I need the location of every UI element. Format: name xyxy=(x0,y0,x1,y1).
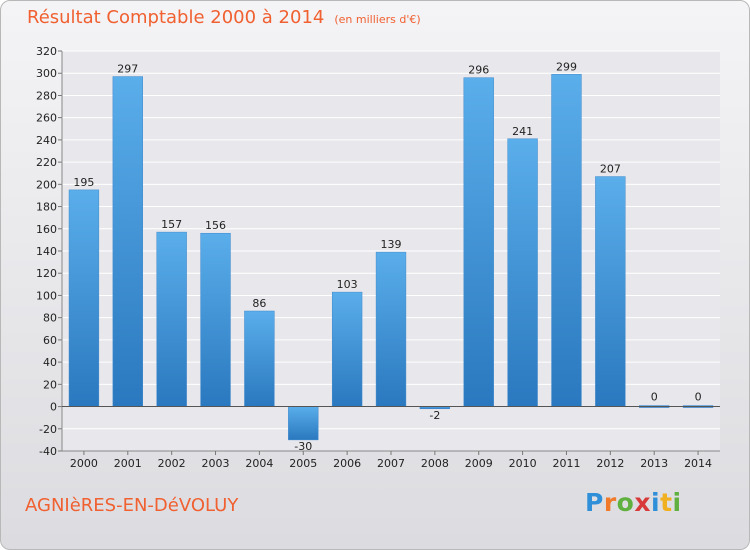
bar-value-label: 299 xyxy=(556,60,577,73)
bar xyxy=(551,74,582,407)
y-tick-label: 160 xyxy=(36,223,57,236)
bar xyxy=(112,76,143,407)
y-tick-label: 60 xyxy=(43,334,57,347)
logo-letter: x xyxy=(634,488,651,517)
bar xyxy=(331,291,363,407)
x-tick-label: 2010 xyxy=(509,457,537,470)
bar xyxy=(595,176,626,407)
y-tick-label: 100 xyxy=(36,289,57,302)
bar xyxy=(244,310,275,407)
y-tick-label: 260 xyxy=(36,112,57,125)
chart-subtitle: (en milliers d'€) xyxy=(334,13,421,26)
bar xyxy=(68,189,100,407)
y-tick-label: 20 xyxy=(43,378,57,391)
y-tick-label: -20 xyxy=(39,423,57,436)
bar xyxy=(156,231,187,407)
bar-value-label: 156 xyxy=(205,219,226,232)
town-name: AGNIèRES-EN-DéVOLUY xyxy=(25,495,239,516)
x-tick-label: 2008 xyxy=(421,457,449,470)
x-tick-label: 2014 xyxy=(684,457,712,470)
logo-letter: i xyxy=(672,488,682,517)
y-tick-label: 300 xyxy=(36,67,57,80)
x-tick-label: 2004 xyxy=(245,457,273,470)
y-tick-label: 200 xyxy=(36,178,57,191)
y-tick-label: 140 xyxy=(36,245,57,258)
bar-value-label: 241 xyxy=(512,125,533,138)
bar xyxy=(463,77,494,407)
logo-letter: r xyxy=(603,488,617,517)
proxiti-logo[interactable]: Proxiti xyxy=(585,488,682,517)
y-tick-label: 0 xyxy=(50,401,57,414)
bar-value-label: -2 xyxy=(429,409,440,422)
y-tick-label: 320 xyxy=(36,45,57,58)
y-tick-label: 40 xyxy=(43,356,57,369)
x-tick-label: 2003 xyxy=(202,457,230,470)
y-tick-label: 220 xyxy=(36,156,57,169)
x-tick-label: 2006 xyxy=(333,457,361,470)
bar xyxy=(288,406,319,441)
chart-title: Résultat Comptable 2000 à 2014 xyxy=(27,7,325,28)
y-tick-label: 180 xyxy=(36,201,57,214)
bar-value-label: 207 xyxy=(600,163,621,176)
bar xyxy=(507,138,538,407)
logo-letter: P xyxy=(585,488,604,517)
bar-value-label: 297 xyxy=(117,63,138,76)
x-tick-label: 2005 xyxy=(289,457,317,470)
x-tick-label: 2009 xyxy=(465,457,493,470)
bar xyxy=(200,232,231,407)
bar-value-label: 157 xyxy=(161,218,182,231)
bar-value-label: 0 xyxy=(695,391,702,404)
bar-value-label: 139 xyxy=(381,238,402,251)
chart-header: Résultat Comptable 2000 à 2014 (en millie… xyxy=(27,7,421,28)
x-tick-label: 2012 xyxy=(596,457,624,470)
bar-value-label: -30 xyxy=(294,440,312,453)
y-tick-label: 80 xyxy=(43,312,57,325)
x-tick-label: 2000 xyxy=(70,457,98,470)
bar-value-label: 195 xyxy=(73,176,94,189)
logo-letter: t xyxy=(660,488,673,517)
x-tick-label: 2007 xyxy=(377,457,405,470)
x-tick-label: 2011 xyxy=(552,457,580,470)
x-tick-label: 2001 xyxy=(114,457,142,470)
bar xyxy=(375,251,407,407)
bar-value-label: 103 xyxy=(337,278,358,291)
y-tick-label: -40 xyxy=(39,445,57,458)
bar-value-label: 86 xyxy=(252,297,266,310)
y-tick-label: 280 xyxy=(36,89,57,102)
logo-letter: o xyxy=(616,488,635,517)
x-tick-label: 2013 xyxy=(640,457,668,470)
bar-value-label: 296 xyxy=(468,64,489,77)
y-tick-label: 240 xyxy=(36,134,57,147)
y-tick-label: 120 xyxy=(36,267,57,280)
bar-value-label: 0 xyxy=(651,391,658,404)
x-tick-label: 2002 xyxy=(158,457,186,470)
logo-letter: i xyxy=(651,488,661,517)
